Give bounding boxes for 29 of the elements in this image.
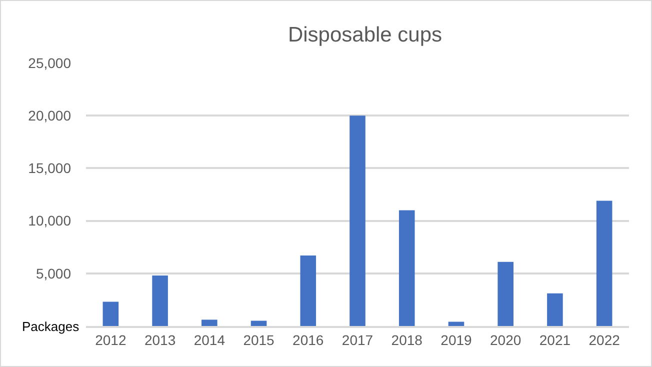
chart-title: Disposable cups: [288, 23, 442, 46]
bar: [300, 256, 316, 326]
x-tick-label: 2020: [490, 332, 522, 348]
x-tick-label: 2015: [243, 332, 275, 348]
x-tick-label: 2013: [144, 332, 176, 348]
bar: [102, 302, 119, 326]
y-tick-label: 25,000: [28, 54, 72, 71]
bar: [596, 200, 612, 326]
bar: [250, 320, 267, 326]
bar: [202, 320, 218, 326]
bar: [398, 210, 415, 326]
x-tick-label: 2017: [342, 332, 374, 348]
y-tick-label: 20,000: [28, 108, 72, 124]
bar: [350, 116, 366, 326]
x-tick-label: 2012: [95, 332, 126, 348]
x-tick-label: 2016: [292, 332, 324, 348]
bar: [547, 293, 563, 326]
y-tick-label: 5,000: [36, 265, 72, 282]
bar: [152, 276, 168, 326]
x-tick-label: 2022: [588, 332, 620, 348]
bar: [448, 322, 464, 326]
y-tick-label: 15,000: [28, 160, 72, 176]
bar: [498, 262, 514, 326]
x-tick-label: 2018: [391, 332, 423, 348]
x-tick-label: 2021: [539, 332, 571, 348]
x-tick-label: 2014: [194, 332, 226, 348]
y-axis-title: Packages: [22, 319, 80, 334]
x-tick-label: 2019: [440, 332, 472, 348]
y-tick-label: 10,000: [28, 212, 72, 229]
